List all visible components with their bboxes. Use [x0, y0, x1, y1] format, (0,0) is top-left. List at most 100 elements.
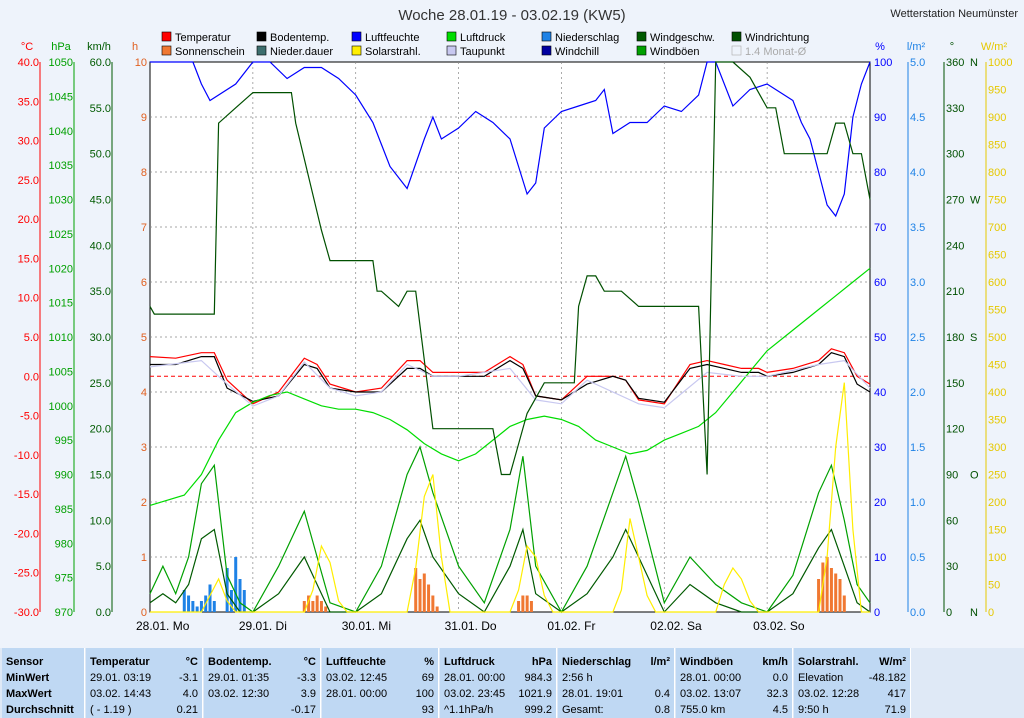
stats-row: 28.01. 00:00 984.3	[444, 670, 552, 686]
stats-row: 93	[326, 702, 434, 718]
series-windrichtung	[149, 61, 871, 476]
stats-column: Bodentemp. °C 29.01. 01:35 -3.3 03.02. 12:30…	[204, 648, 321, 718]
day-label: 03.02. So	[753, 619, 805, 633]
stats-cell-value: 417	[887, 688, 906, 700]
temp-tick-label: -10.0	[14, 450, 39, 462]
humidity-tick-label: 80	[874, 167, 886, 179]
pressure-tick-label: 1005	[49, 366, 73, 378]
stats-column: Luftdruck hPa 28.01. 00:00 984.3 03.02. 23:4…	[440, 648, 557, 718]
wind-tick-label: 30.0	[90, 332, 111, 344]
solar-tick-label: 100	[988, 552, 1006, 564]
stats-header-unit: km/h	[762, 656, 788, 668]
rain-axis-unit: l/m²	[907, 41, 926, 53]
stats-cell-value: 93	[421, 704, 434, 716]
wind-tick-label: 50.0	[90, 149, 111, 161]
stats-cell-value: -48.182	[868, 672, 906, 684]
stats-row: 2:56 h	[562, 670, 670, 686]
stats-cell-label: 28.01. 00:00	[326, 688, 388, 700]
stats-row: 9:50 h 71.9	[798, 702, 906, 718]
wind-tick-label: 15.0	[90, 470, 111, 482]
series-solarstrahl-	[150, 382, 870, 613]
day-label: 02.02. Sa	[650, 619, 702, 633]
temp-tick-label: -5.0	[20, 411, 39, 423]
hours-tick-label: 8	[141, 167, 147, 179]
stats-header-row: Niederschlag l/m²	[562, 654, 670, 670]
bar-sonnenschein	[517, 601, 521, 612]
direction-tick-label: 330	[946, 103, 964, 115]
legend-label: Windböen	[650, 46, 700, 58]
solar-tick-label: 150	[988, 525, 1006, 537]
stats-row: 29.01. 01:35 -3.3	[208, 670, 316, 686]
stats-cell-value: 69	[421, 672, 434, 684]
stats-cell-value: -3.1	[179, 672, 198, 684]
hours-tick-label: 1	[141, 552, 147, 564]
stats-row: 755.0 km 4.5	[680, 702, 788, 718]
solar-tick-label: 250	[988, 470, 1006, 482]
bar-niederschlag	[234, 557, 238, 612]
bar-sonnenschein	[431, 595, 435, 612]
legend-swatch	[446, 45, 457, 56]
pressure-tick-label: 975	[55, 573, 73, 585]
humidity-tick-label: 90	[874, 112, 886, 124]
bar-niederschlag	[242, 590, 246, 612]
legend-label: Sonnenschein	[175, 46, 245, 58]
stats-cell-value: 0.4	[654, 688, 670, 700]
stats-cell-value: 999.2	[524, 704, 552, 716]
legend-swatch	[161, 31, 172, 42]
bar-sonnenschein	[418, 579, 422, 612]
direction-tick-label: 240	[946, 240, 964, 252]
stats-header-row: Temperatur °C	[90, 654, 198, 670]
series-taupunkt	[149, 359, 871, 409]
bar-niederschlag	[195, 606, 199, 612]
legend-swatch	[161, 45, 172, 56]
bar-niederschlag	[225, 568, 229, 612]
legend-label: Windchill	[555, 46, 599, 58]
legend-label: Nieder.dauer	[270, 46, 333, 58]
stats-cell-value: -3.3	[297, 672, 316, 684]
direction-tick-label: 90	[946, 470, 958, 482]
stats-cell-label: 03.02. 23:45	[444, 688, 506, 700]
stats-cell-label: 2:56 h	[562, 672, 593, 684]
legend-swatch	[636, 45, 647, 56]
pressure-tick-label: 1010	[49, 332, 73, 344]
legend-swatch	[256, 45, 267, 56]
stats-header-row: Solarstrahl. W/m²	[798, 654, 906, 670]
stats-header-row: Bodentemp. °C	[208, 654, 316, 670]
stats-cell-value: 32.3	[766, 688, 788, 700]
humidity-tick-label: 100	[874, 57, 892, 69]
pressure-tick-label: 990	[55, 470, 73, 482]
rain-tick-label: 1.0	[910, 497, 925, 509]
direction-axis-unit: °	[950, 41, 954, 53]
stats-row: ( - 1.19 ) 0.21	[90, 702, 198, 718]
temp-tick-label: 20.0	[18, 214, 39, 226]
hours-axis-unit: h	[132, 41, 138, 53]
temp-axis-unit: °C	[21, 41, 33, 53]
rain-tick-label: 3.0	[910, 277, 925, 289]
wind-tick-label: 25.0	[90, 378, 111, 390]
direction-tick-label: 150	[946, 378, 964, 390]
stats-column: Luftfeuchte% 03.02. 12:45 69 28.01. 00:00 10…	[322, 648, 439, 718]
solar-tick-label: 350	[988, 415, 1006, 427]
wind-tick-label: 60.0	[90, 57, 111, 69]
hours-tick-label: 5	[141, 332, 147, 344]
stats-cell-label: Elevation	[798, 672, 844, 684]
temp-tick-label: 10.0	[18, 293, 39, 305]
solar-tick-label: 450	[988, 360, 1006, 372]
day-label: 31.01. Do	[445, 619, 497, 633]
stats-cell-label: Durchschnitt	[6, 704, 74, 716]
solar-tick-label: 800	[988, 167, 1006, 179]
legend-swatch	[351, 31, 362, 42]
stats-cell-value: 1021.9	[518, 688, 552, 700]
hours-tick-label: 3	[141, 442, 147, 454]
stats-row: 03.02. 14:43 4.0	[90, 686, 198, 702]
station-name: Wetterstation Neumünster	[890, 8, 1018, 20]
series-windb-en	[149, 445, 871, 614]
humidity-tick-label: 0	[874, 607, 880, 619]
bar-sonnenschein	[315, 595, 319, 612]
stats-row: 03.02. 12:45 69	[326, 670, 434, 686]
pressure-axis-unit: hPa	[51, 41, 71, 53]
humidity-tick-label: 70	[874, 222, 886, 234]
stats-cell-label: 29.01. 03:19	[90, 672, 152, 684]
stats-row: Durchschnitt	[6, 702, 80, 718]
stats-cell-label: 03.02. 12:28	[798, 688, 860, 700]
